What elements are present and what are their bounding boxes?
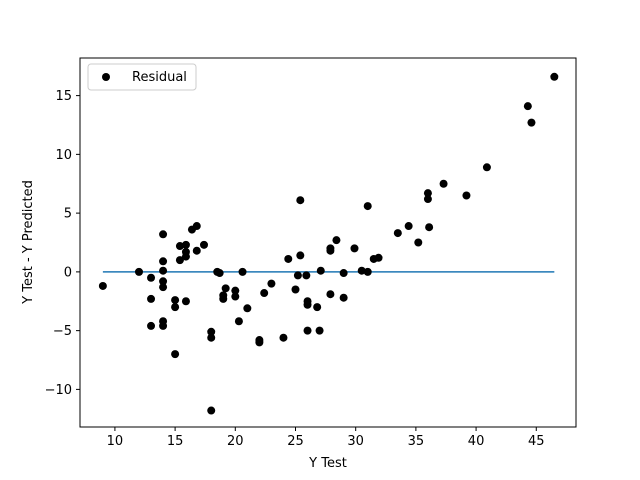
residual-point [363, 202, 372, 211]
residual-point [238, 267, 247, 276]
residual-point [255, 338, 264, 347]
residual-point [527, 118, 536, 127]
legend-label-residual: Residual [132, 70, 187, 85]
residual-point [159, 230, 168, 239]
residual-point [207, 327, 216, 336]
residual-point [339, 269, 348, 278]
y-axis-ticks: −10 −5 0 5 10 15 [45, 89, 80, 398]
y-tick-label: −10 [45, 383, 72, 398]
residual-point [293, 271, 302, 280]
residual-point [316, 266, 325, 275]
residual-point [374, 253, 383, 262]
residual-point [192, 246, 201, 255]
legend-box [87, 63, 197, 91]
residual-point [313, 303, 322, 312]
x-tick-label: 25 [287, 434, 304, 449]
residual-point [296, 196, 305, 205]
residual-point [303, 326, 312, 335]
y-tick-label: 10 [55, 148, 72, 163]
residual-point [404, 222, 413, 231]
residual-point [200, 240, 208, 249]
residual-point [215, 269, 224, 278]
residual-point [171, 350, 180, 359]
plot-area [98, 72, 559, 415]
residual-point [175, 256, 184, 265]
residual-point [260, 289, 269, 298]
legend: Residual [87, 63, 197, 91]
x-axis-label: Y Test [308, 456, 347, 471]
residual-point [291, 285, 300, 294]
x-axis-ticks: 10 15 20 25 30 35 40 45 [107, 427, 545, 449]
y-axis-label: Y Test - Y Predicted [21, 180, 36, 305]
x-tick-label: 10 [107, 434, 124, 449]
residual-point [303, 300, 312, 309]
x-tick-label: 45 [528, 434, 545, 449]
x-tick-label: 35 [408, 434, 425, 449]
residual-point [414, 238, 423, 247]
residual-point [302, 271, 311, 280]
residual-point [159, 277, 168, 286]
y-tick-label: −5 [53, 324, 72, 339]
residual-point [423, 189, 432, 198]
residual-point [523, 102, 532, 111]
residual-point [159, 321, 168, 330]
residual-point [284, 254, 293, 263]
residual-point [393, 229, 402, 238]
residual-point [181, 240, 190, 249]
residual-point [231, 292, 240, 301]
residual-point [425, 223, 434, 232]
residual-point [462, 191, 471, 200]
axes-frame [79, 57, 577, 428]
residual-point [181, 252, 190, 261]
residual-point [326, 244, 335, 253]
residual-point [221, 284, 230, 293]
residual-point [231, 286, 240, 295]
residual-point [219, 294, 228, 303]
residual-point [296, 251, 305, 260]
residual-point [363, 267, 372, 276]
residual-point [159, 257, 168, 266]
x-tick-label: 40 [468, 434, 485, 449]
residual-point [482, 163, 491, 172]
residual-point [207, 406, 216, 415]
x-tick-label: 20 [227, 434, 244, 449]
residual-point [243, 304, 252, 313]
residual-point [159, 283, 168, 292]
residual-point [175, 242, 184, 251]
residual-point [550, 72, 559, 81]
residual-point [171, 296, 180, 305]
residual-point [159, 266, 168, 275]
y-tick-label: 0 [64, 265, 72, 280]
residual-point [357, 266, 366, 275]
y-tick-label: 5 [64, 207, 72, 222]
residual-point [207, 333, 216, 342]
x-tick-label: 15 [167, 434, 184, 449]
residual-point [147, 321, 156, 330]
residual-point [147, 273, 156, 282]
residual-point [192, 222, 201, 231]
residual-point [234, 317, 243, 326]
residual-point [98, 281, 107, 290]
residual-point [279, 333, 288, 342]
y-tick-label: 15 [55, 89, 72, 104]
residual-point [423, 195, 432, 204]
legend-marker-residual [102, 73, 110, 81]
residual-point [267, 279, 276, 288]
residual-point [350, 244, 359, 253]
residual-point [332, 236, 341, 245]
residual-point [181, 297, 190, 306]
residual-point [326, 290, 335, 299]
residual-point [339, 293, 348, 302]
residual-point [315, 326, 324, 335]
residual-point [147, 294, 156, 303]
residual-point [439, 179, 448, 188]
x-tick-label: 30 [347, 434, 364, 449]
residual-point [171, 303, 180, 312]
residual-point [134, 267, 143, 276]
